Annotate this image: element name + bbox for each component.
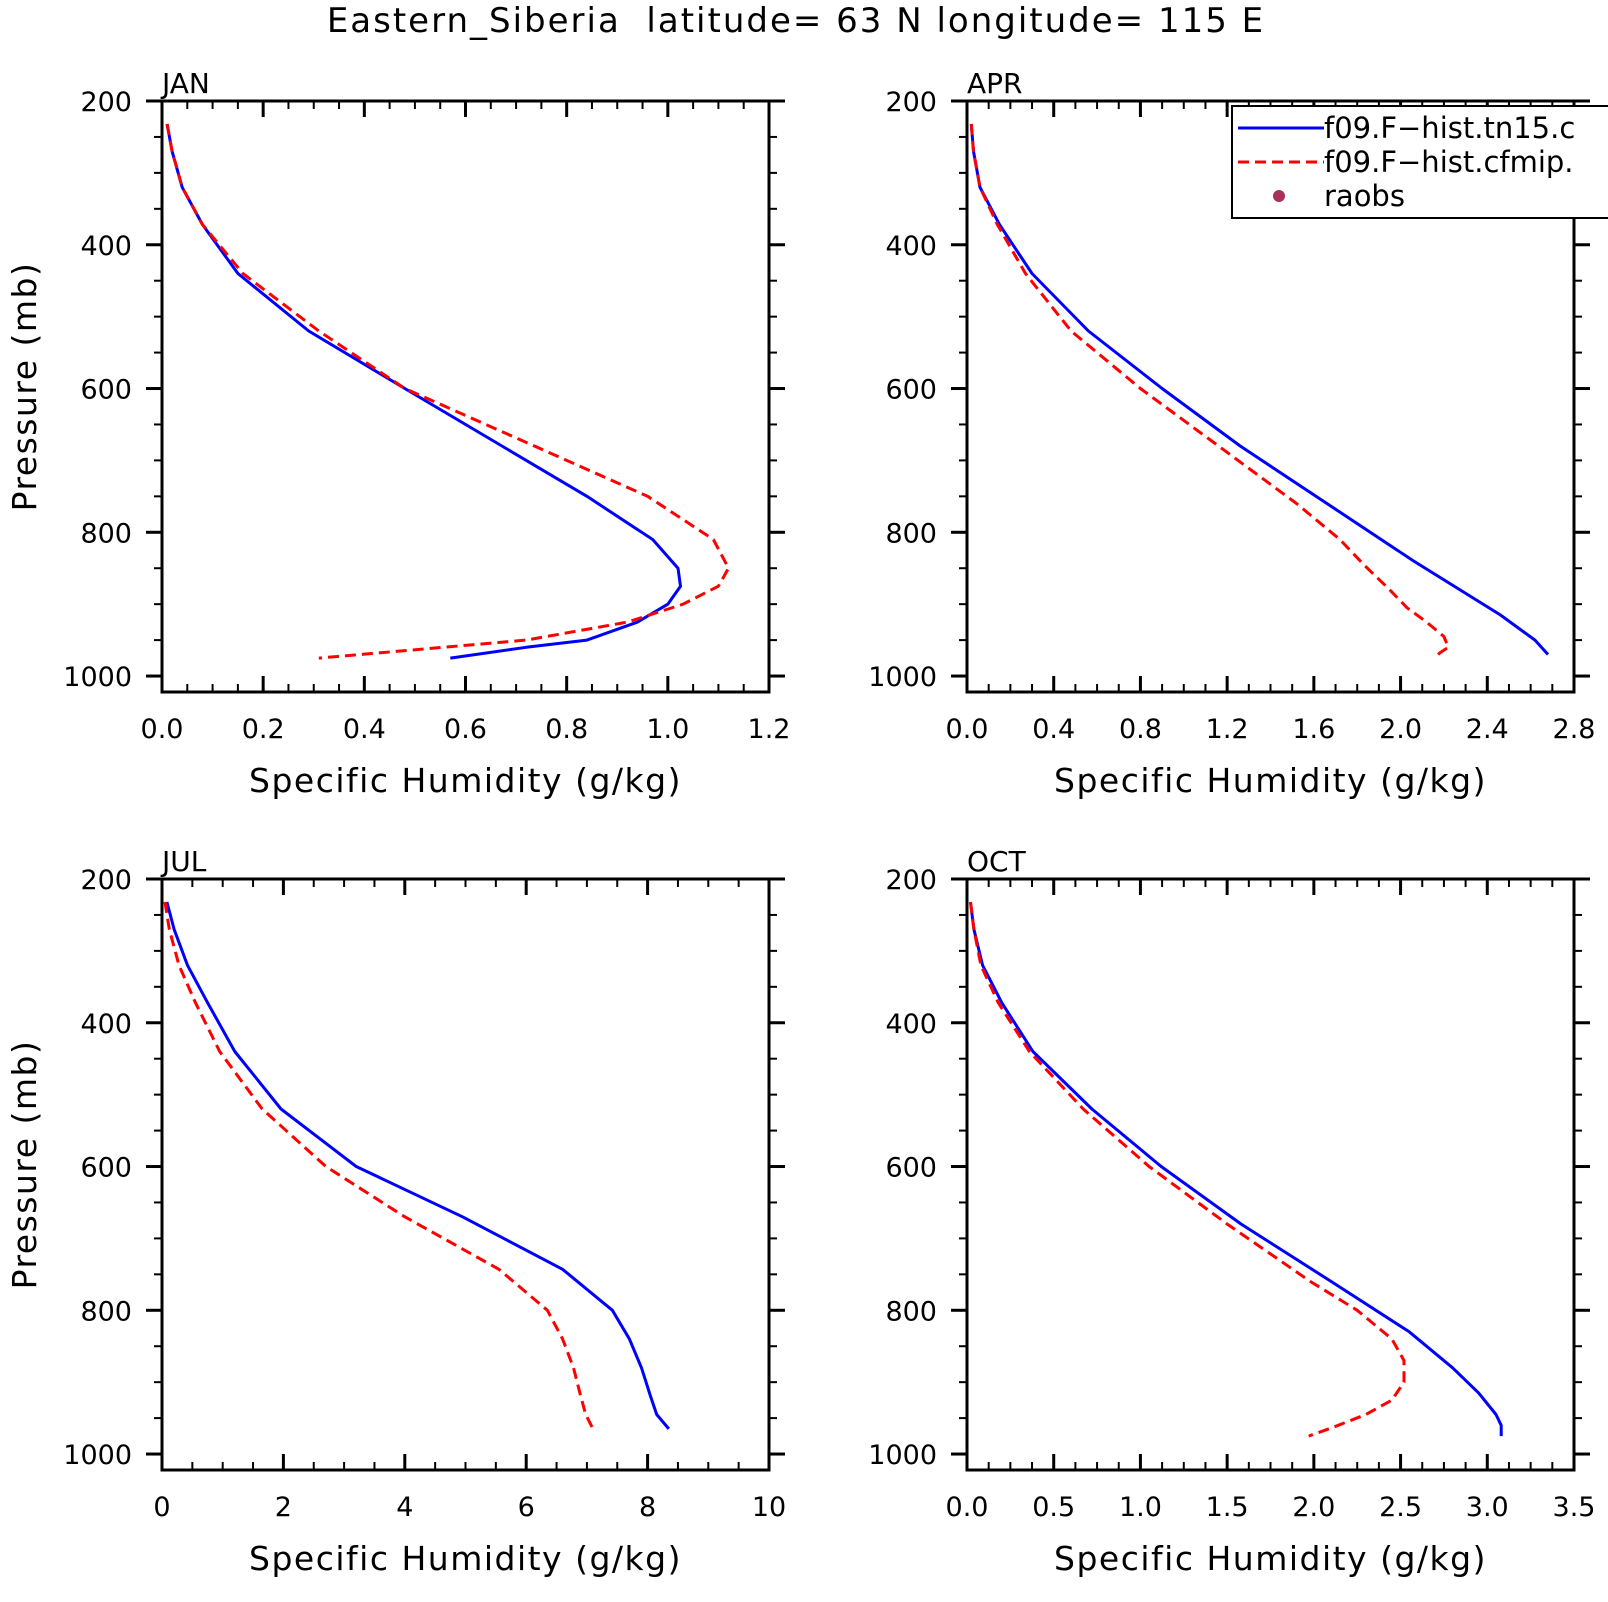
y-tick-label: 600 — [885, 1153, 937, 1184]
plot-frame — [160, 99, 771, 694]
x-tick-label: 0 — [153, 1492, 170, 1523]
panel-title: JAN — [160, 67, 210, 100]
x-tick-label: 10 — [752, 1492, 786, 1523]
x-tick-label: 2 — [275, 1492, 292, 1523]
panel-oct: 0.0 0.5 1.0 1.5 2.0 2.5 3.0 3.5 200 400 600 800 1000… — [868, 845, 1595, 1578]
x-tick-label: 3.0 — [1466, 1492, 1509, 1523]
series-line-tn15 — [165, 901, 670, 1430]
panel-title: OCT — [967, 845, 1027, 878]
panel-title: JUL — [160, 845, 207, 878]
x-tick-label: 3.5 — [1553, 1492, 1596, 1523]
y-tick-label: 200 — [885, 87, 937, 118]
series-line-cfmip — [969, 123, 1450, 660]
x-tick-label: 0.5 — [1032, 1492, 1075, 1523]
y-tick-label: 1000 — [868, 1440, 937, 1471]
y-tick-label: 800 — [885, 1296, 937, 1327]
series-line-cfmip — [165, 123, 730, 660]
legend-label: raobs — [1324, 179, 1405, 213]
panel-title: APR — [967, 67, 1023, 100]
figure-title: Eastern_Siberia latitude= 63 N longitude… — [327, 1, 1265, 41]
x-axis-label: Specific Humidity (g/kg) — [1054, 761, 1487, 800]
series-line-tn15 — [165, 123, 682, 660]
x-tick-label: 2.8 — [1553, 714, 1596, 745]
x-tick-label: 1.0 — [646, 714, 689, 745]
legend-label: f09.F−hist.cfmip. — [1324, 145, 1574, 179]
x-axis-label: Specific Humidity (g/kg) — [249, 761, 682, 800]
x-tick-label: 0.8 — [545, 714, 588, 745]
x-tick-label: 0.0 — [946, 1492, 989, 1523]
y-axis-label: Pressure (mb) — [5, 1040, 44, 1290]
y-tick-label: 600 — [80, 1153, 132, 1184]
y-tick-label: 400 — [885, 1009, 937, 1040]
series-line-cfmip — [163, 901, 595, 1430]
plot-frame — [160, 877, 771, 1472]
x-tick-label: 0.4 — [1032, 714, 1075, 745]
panels: 0.0 0.2 0.4 0.6 0.8 1.0 1.2 200 400 600 800 1000 JAN… — [5, 67, 1595, 1578]
y-tick-label: 200 — [885, 865, 937, 896]
plot-frame — [965, 877, 1576, 1472]
series-line-cfmip — [969, 901, 1406, 1438]
legend-label: f09.F−hist.tn15.c — [1324, 111, 1575, 145]
x-tick-label: 1.6 — [1292, 714, 1335, 745]
y-tick-label: 1000 — [868, 662, 937, 693]
y-tick-label: 1000 — [63, 1440, 132, 1471]
y-axis-label: Pressure (mb) — [5, 262, 44, 512]
y-tick-label: 800 — [80, 518, 132, 549]
x-tick-label: 2.0 — [1379, 714, 1422, 745]
x-tick-label: 0.0 — [141, 714, 184, 745]
y-tick-label: 400 — [80, 1009, 132, 1040]
x-tick-label: 0.8 — [1119, 714, 1162, 745]
y-tick-label: 600 — [80, 375, 132, 406]
x-tick-label: 0.6 — [444, 714, 487, 745]
series-line-tn15 — [969, 901, 1503, 1437]
x-tick-label: 6 — [518, 1492, 535, 1523]
panel-jan: 0.0 0.2 0.4 0.6 0.8 1.0 1.2 200 400 600 800 1000 JAN… — [5, 67, 790, 800]
y-tick-label: 800 — [80, 1296, 132, 1327]
panel-jul: 0 2 4 6 8 10 200 400 600 800 1000 JUL Specific Humid… — [5, 845, 786, 1578]
y-tick-label: 200 — [80, 87, 132, 118]
x-tick-label: 0.0 — [946, 714, 989, 745]
y-tick-label: 600 — [885, 375, 937, 406]
x-tick-label: 1.5 — [1206, 1492, 1249, 1523]
series-line-tn15 — [969, 123, 1550, 656]
x-tick-label: 8 — [639, 1492, 656, 1523]
x-axis-label: Specific Humidity (g/kg) — [249, 1539, 682, 1578]
legend-marker-raobs — [1273, 190, 1285, 202]
x-tick-label: 2.0 — [1292, 1492, 1335, 1523]
x-tick-label: 0.2 — [242, 714, 285, 745]
x-tick-label: 1.0 — [1119, 1492, 1162, 1523]
x-tick-label: 0.4 — [343, 714, 386, 745]
x-tick-label: 1.2 — [748, 714, 791, 745]
x-axis-label: Specific Humidity (g/kg) — [1054, 1539, 1487, 1578]
y-tick-label: 1000 — [63, 662, 132, 693]
x-tick-label: 1.2 — [1206, 714, 1249, 745]
y-tick-label: 400 — [885, 231, 937, 262]
y-tick-label: 800 — [885, 518, 937, 549]
x-tick-label: 2.5 — [1379, 1492, 1422, 1523]
y-tick-label: 200 — [80, 865, 132, 896]
y-tick-label: 400 — [80, 231, 132, 262]
x-tick-label: 2.4 — [1466, 714, 1509, 745]
x-tick-label: 4 — [396, 1492, 413, 1523]
